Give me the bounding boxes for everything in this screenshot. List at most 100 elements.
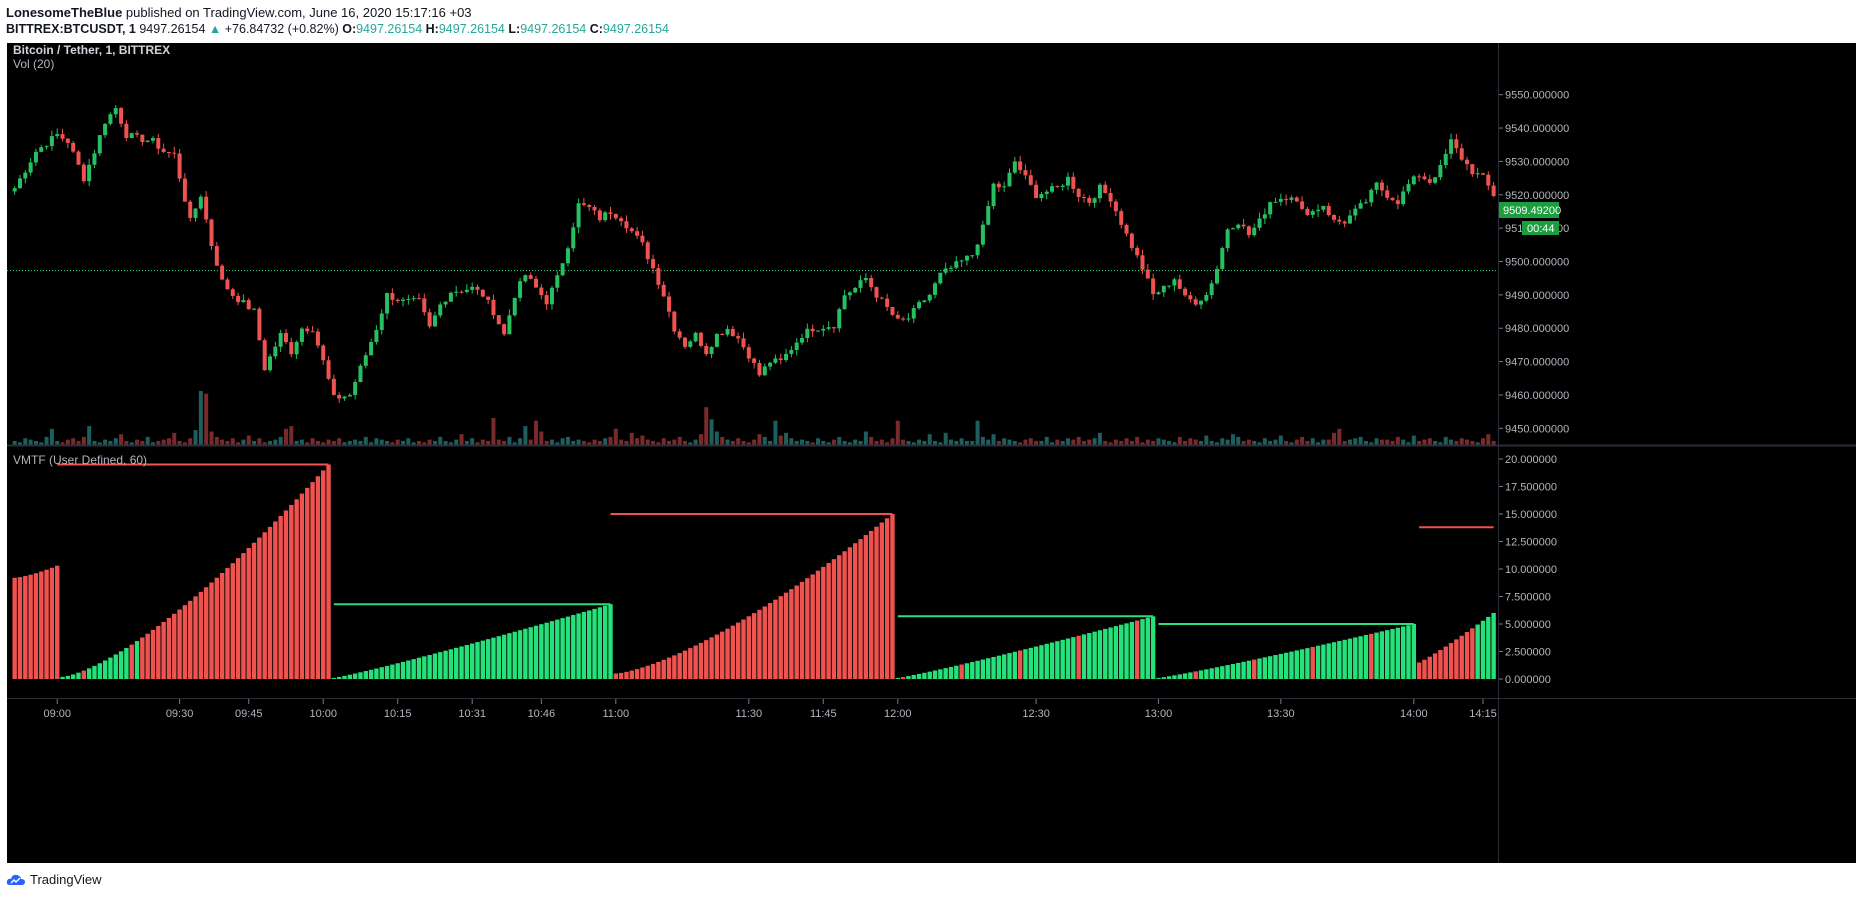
- candle-body: [1268, 202, 1273, 215]
- vmtf-bar: [1007, 653, 1012, 679]
- vmtf-bar: [523, 628, 528, 679]
- volume-bar: [629, 432, 634, 445]
- volume-bar: [1012, 440, 1017, 445]
- volume-bar: [1480, 438, 1485, 445]
- chart-area[interactable]: 9550.000000 9540.000000 9530.000000 9520.00…: [7, 43, 1856, 863]
- candle-body: [959, 260, 964, 262]
- vmtf-bar: [517, 630, 523, 679]
- vmtf-bar: [571, 615, 576, 679]
- candle-body: [810, 328, 815, 332]
- candle-body: [709, 346, 714, 355]
- vmtf-bar: [1204, 669, 1209, 679]
- author-name[interactable]: LonesomeTheBlue: [6, 5, 123, 20]
- volume-bar: [71, 438, 76, 445]
- volume-bar: [486, 440, 491, 445]
- candle-body: [821, 328, 826, 331]
- volume-bar: [321, 442, 326, 445]
- vmtf-tick-label: 7.500000: [1505, 592, 1551, 604]
- volume-bar: [1236, 436, 1241, 445]
- vmtf-bar: [991, 656, 996, 679]
- candle-body: [305, 328, 310, 332]
- candle-body: [156, 138, 161, 149]
- candle-body: [395, 299, 400, 302]
- vmtf-bar: [432, 653, 438, 679]
- time-tick-label: 13:30: [1267, 708, 1295, 720]
- candle-body: [1321, 205, 1326, 210]
- vmtf-bar: [773, 599, 778, 679]
- candle-body: [1454, 139, 1459, 149]
- vmtf-bar: [347, 674, 353, 679]
- candle-body: [720, 333, 725, 335]
- candle-body: [1140, 255, 1145, 270]
- vmtf-bar: [469, 643, 475, 679]
- candle-body: [502, 324, 507, 335]
- volume-bar: [1076, 436, 1081, 445]
- vmtf-bar: [1400, 626, 1406, 679]
- vmtf-bar: [443, 650, 448, 679]
- vmtf-bar: [501, 634, 507, 679]
- vmtf-bar: [1353, 637, 1358, 679]
- vmtf-bar: [177, 609, 182, 679]
- volume-bar: [1470, 440, 1475, 445]
- open-value: 9497.26154: [356, 22, 423, 36]
- candle-body: [182, 178, 187, 202]
- volume-bar: [1449, 439, 1454, 445]
- time-tick-label: 10:15: [384, 708, 412, 720]
- candle-body: [518, 281, 523, 298]
- vmtf-bar: [140, 637, 145, 679]
- candle-body: [97, 135, 102, 154]
- tradingview-footer[interactable]: TradingView: [6, 872, 102, 887]
- vmtf-bar: [108, 657, 113, 679]
- volume-bar: [1347, 439, 1352, 445]
- vmtf-bar: [1092, 631, 1097, 679]
- low-label: L:: [508, 22, 521, 36]
- symbol-name[interactable]: BITTREX:BTCUSDT, 1: [6, 22, 136, 36]
- volume-bar: [938, 442, 943, 445]
- volume-bar: [895, 420, 900, 445]
- volume-bar: [571, 440, 576, 445]
- vmtf-bar: [831, 559, 837, 679]
- candle-body: [1326, 205, 1331, 216]
- volume-bar: [714, 431, 719, 445]
- volume-bar: [693, 439, 698, 445]
- volume-bar: [193, 430, 198, 445]
- volume-bar: [1097, 432, 1102, 445]
- volume-bar: [55, 440, 60, 445]
- vmtf-bar: [618, 672, 624, 679]
- vmtf-bar: [884, 518, 890, 679]
- candle-body: [986, 206, 991, 225]
- vmtf-bar: [475, 642, 480, 679]
- volume-bar: [1092, 438, 1097, 445]
- chart-svg[interactable]: 9550.000000 9540.000000 9530.000000 9520.00…: [7, 43, 1856, 863]
- vmtf-bar: [273, 521, 278, 679]
- volume-bar: [576, 439, 581, 445]
- candle-body: [603, 212, 608, 221]
- countdown-timer: 00:44: [1527, 223, 1555, 235]
- candle-body: [1395, 200, 1400, 205]
- volume-bar: [28, 439, 33, 445]
- vmtf-bar: [427, 654, 432, 679]
- volume-bar: [858, 440, 863, 445]
- volume-bar: [624, 440, 629, 445]
- candle-body: [1278, 198, 1283, 202]
- candle-body: [831, 327, 836, 329]
- vmtf-bar: [576, 613, 581, 679]
- volume-bar: [1087, 439, 1092, 445]
- volume-bar: [1300, 436, 1305, 445]
- candle-body: [901, 318, 906, 320]
- volume-bar: [1246, 439, 1251, 445]
- vmtf-bar: [230, 563, 235, 679]
- vmtf-bar: [810, 574, 815, 679]
- candle-body: [1470, 164, 1475, 175]
- candle-body: [826, 327, 831, 329]
- candle-body: [1353, 208, 1358, 216]
- volume-bar: [1459, 438, 1464, 445]
- volume-bar: [1475, 442, 1480, 445]
- volume-bar: [172, 432, 177, 445]
- price-change: +76.84732 (+0.82%): [224, 22, 339, 36]
- vmtf-bar: [1262, 657, 1268, 679]
- vmtf-bar: [459, 646, 464, 679]
- candle-body: [815, 330, 820, 332]
- volume-bar: [448, 442, 453, 445]
- candle-body: [757, 363, 762, 376]
